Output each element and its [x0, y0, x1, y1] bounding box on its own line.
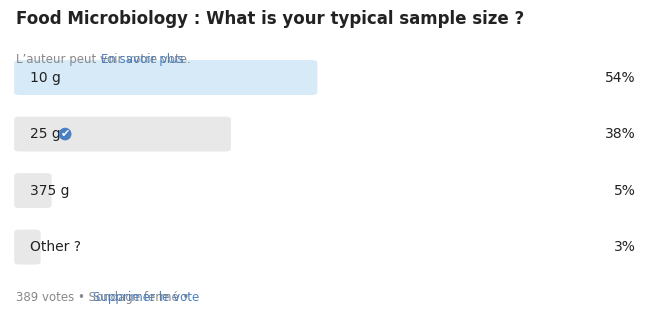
FancyBboxPatch shape — [14, 117, 231, 151]
Text: 38%: 38% — [604, 127, 635, 141]
Text: Supprimer le vote: Supprimer le vote — [93, 291, 199, 304]
Text: 54%: 54% — [605, 70, 635, 85]
Text: 375 g: 375 g — [30, 183, 69, 198]
Text: L’auteur peut voir votre vote.: L’auteur peut voir votre vote. — [16, 53, 195, 66]
Text: Food Microbiology : What is your typical sample size ?: Food Microbiology : What is your typical… — [16, 10, 524, 28]
Text: 3%: 3% — [613, 240, 635, 254]
Text: 389 votes • Sondage fermé •: 389 votes • Sondage fermé • — [16, 291, 193, 304]
FancyBboxPatch shape — [14, 173, 52, 208]
Text: 25 g: 25 g — [30, 127, 61, 141]
Text: En savoir plus: En savoir plus — [101, 53, 184, 66]
Text: 10 g: 10 g — [30, 70, 61, 85]
FancyBboxPatch shape — [14, 230, 41, 265]
FancyBboxPatch shape — [14, 60, 317, 95]
Text: ✔: ✔ — [61, 129, 70, 139]
Text: 5%: 5% — [613, 183, 635, 198]
Text: Other ?: Other ? — [30, 240, 81, 254]
